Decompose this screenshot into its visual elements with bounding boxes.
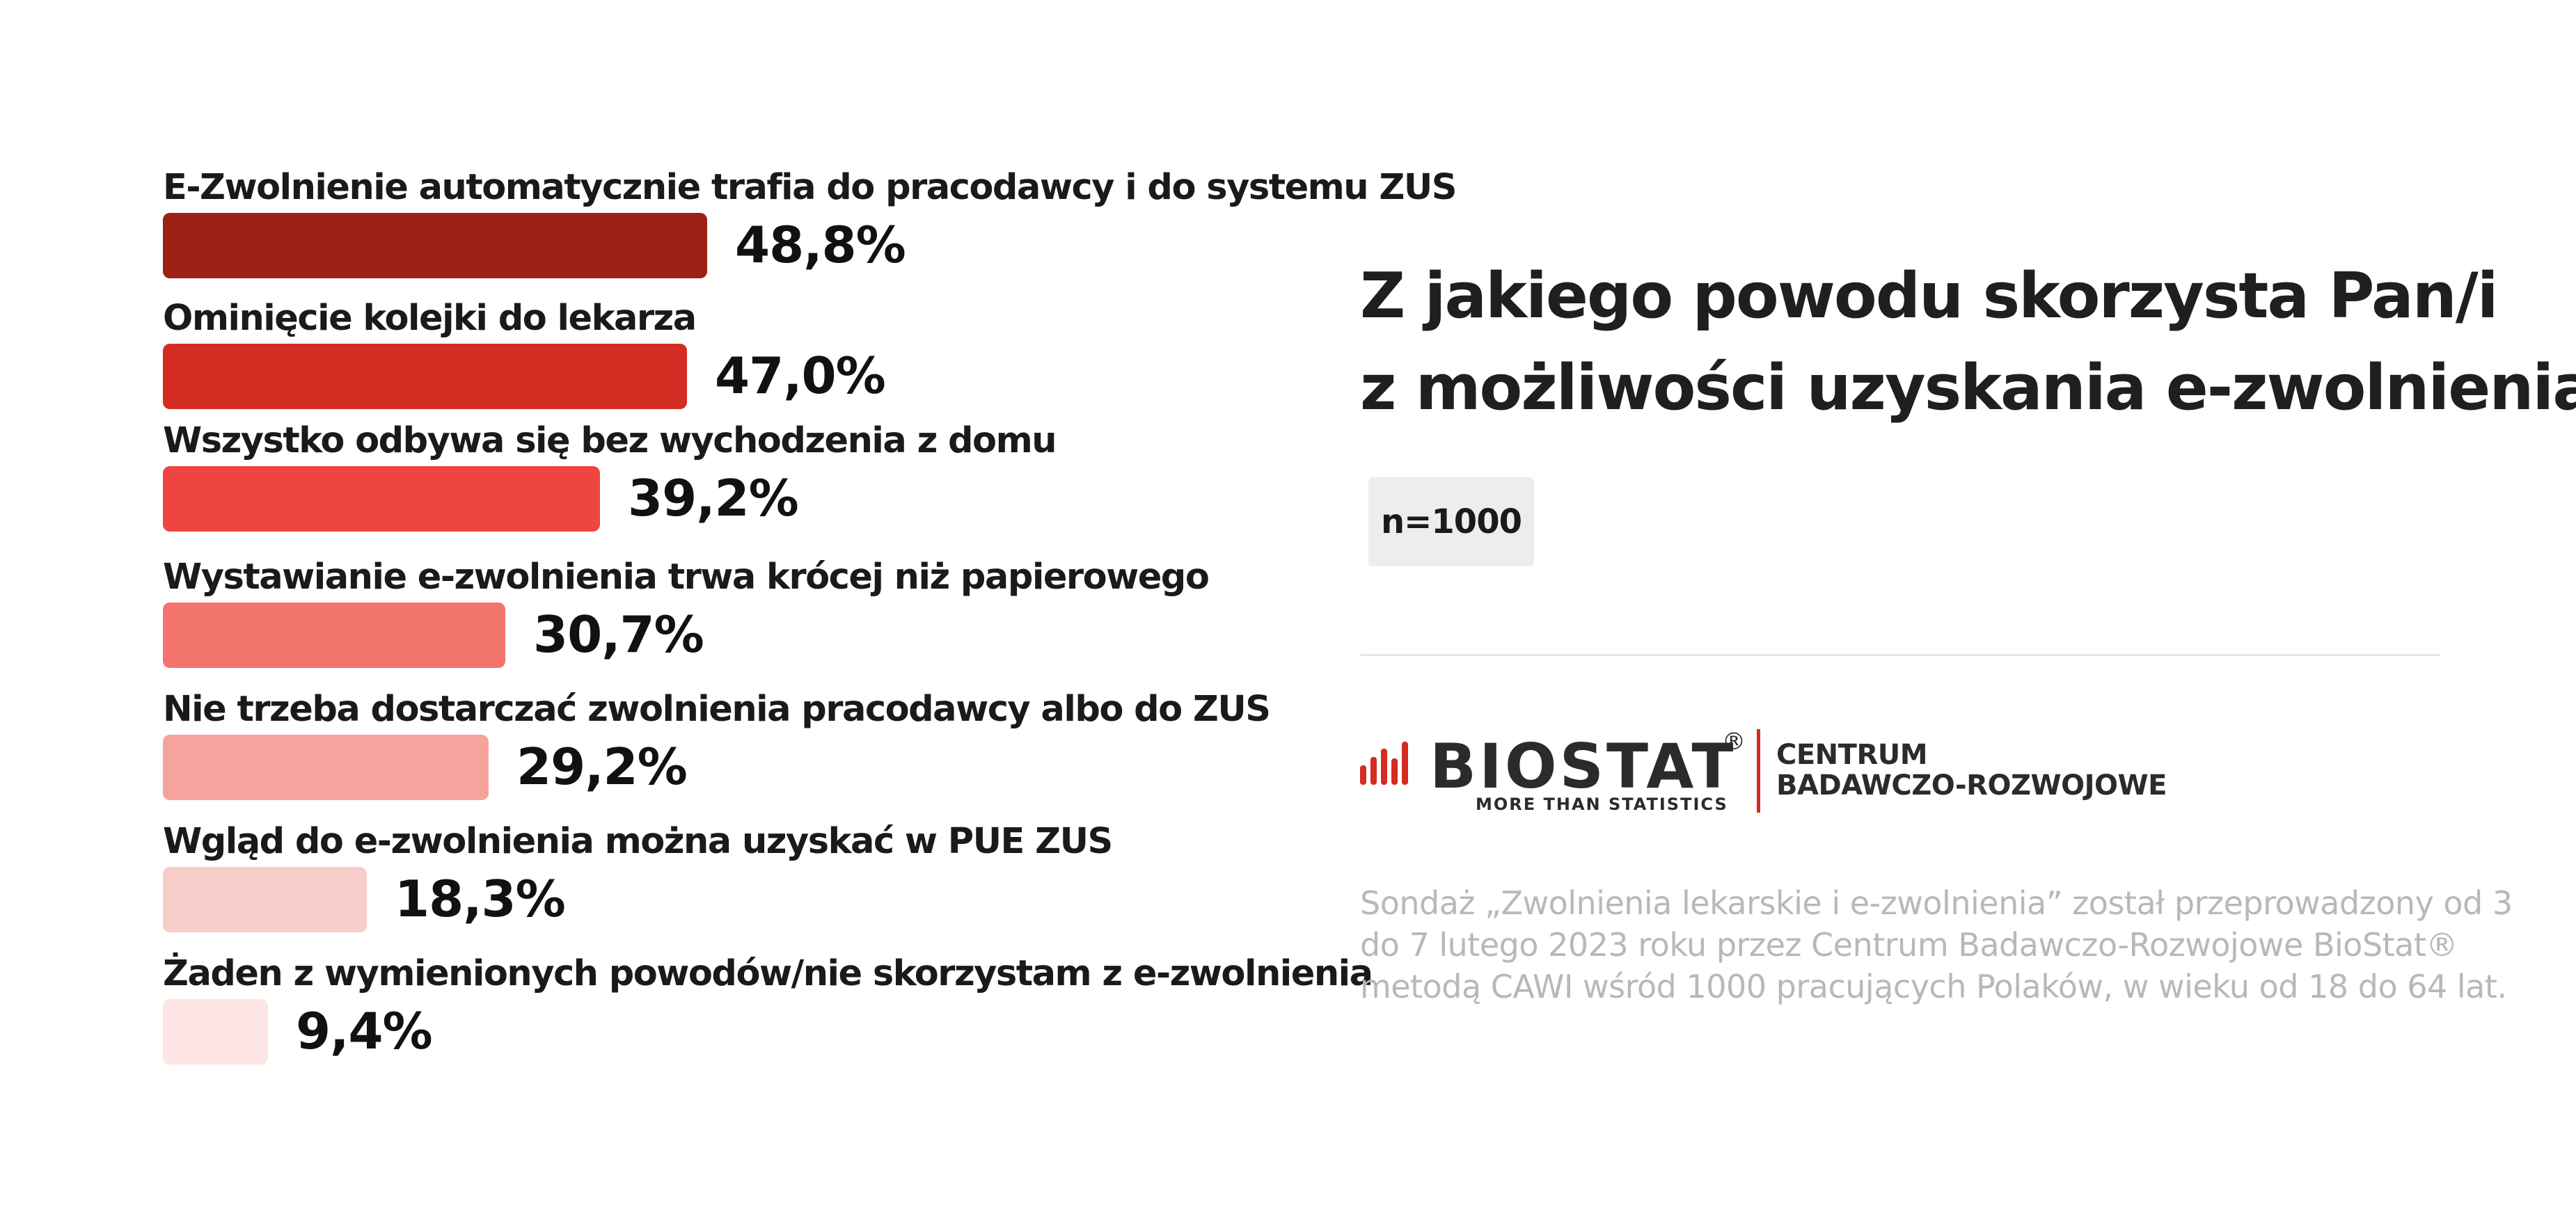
survey-footnote: Sondaż „Zwolnienia lekarskie i e-zwolnie… [1360, 884, 2513, 1005]
bar [163, 735, 489, 800]
logo-separator [1757, 729, 1760, 813]
category-label: Wszystko odbywa się bez wychodzenia z do… [163, 420, 1057, 461]
chart-title-line-2: z możliwości uzyskania e-zwolnienia [1360, 351, 2576, 424]
bar-chart: E-Zwolnienie automatycznie trafia do pra… [163, 167, 1457, 1064]
info-panel: Z jakiego powodu skorzysta Pan/i z możli… [1360, 0, 2576, 1228]
logo-tagline: MORE THAN STATISTICS [1476, 795, 1728, 814]
chart-title: Z jakiego powodu skorzysta Pan/i z możli… [1360, 250, 2576, 434]
biostat-logo: BIOSTAT ® MORE THAN STATISTICS CENTRUM B… [1360, 724, 2195, 821]
value-label: 47,0% [715, 346, 886, 405]
value-label: 29,2% [516, 737, 688, 796]
category-label: Żaden z wymienionych powodów/nie skorzys… [163, 953, 1373, 994]
value-label: 18,3% [395, 870, 566, 928]
logo-center-line-2: BADAWCZO-ROZWOJOWE [1776, 770, 2167, 802]
bar [163, 867, 367, 932]
bar [163, 344, 687, 409]
signal-bars-icon [1360, 742, 1408, 785]
category-label: E-Zwolnienie automatycznie trafia do pra… [163, 167, 1457, 208]
chart-title-line-1: Z jakiego powodu skorzysta Pan/i [1360, 260, 2499, 333]
category-label: Wgląd do e-zwolnienia można uzyskać w PU… [163, 821, 1113, 862]
value-label: 9,4% [296, 1002, 433, 1060]
value-label: 39,2% [628, 469, 799, 527]
divider [1360, 654, 2440, 656]
bar [163, 603, 505, 668]
category-label: Wystawianie e-zwolnienia trwa krócej niż… [163, 557, 1210, 598]
logo-center-line-1: CENTRUM [1776, 739, 1928, 771]
value-label: 48,8% [735, 216, 906, 274]
sample-size-badge: n=1000 [1368, 477, 1534, 566]
bar [163, 466, 600, 532]
logo-wordmark: BIOSTAT [1430, 731, 1737, 802]
bar [163, 213, 707, 278]
category-label: Nie trzeba dostarczać zwolnienia pracoda… [163, 689, 1271, 730]
bar [163, 999, 268, 1064]
category-label: Ominięcie kolejki do lekarza [163, 298, 697, 339]
registered-mark: ® [1722, 728, 1746, 756]
value-label: 30,7% [533, 605, 704, 664]
